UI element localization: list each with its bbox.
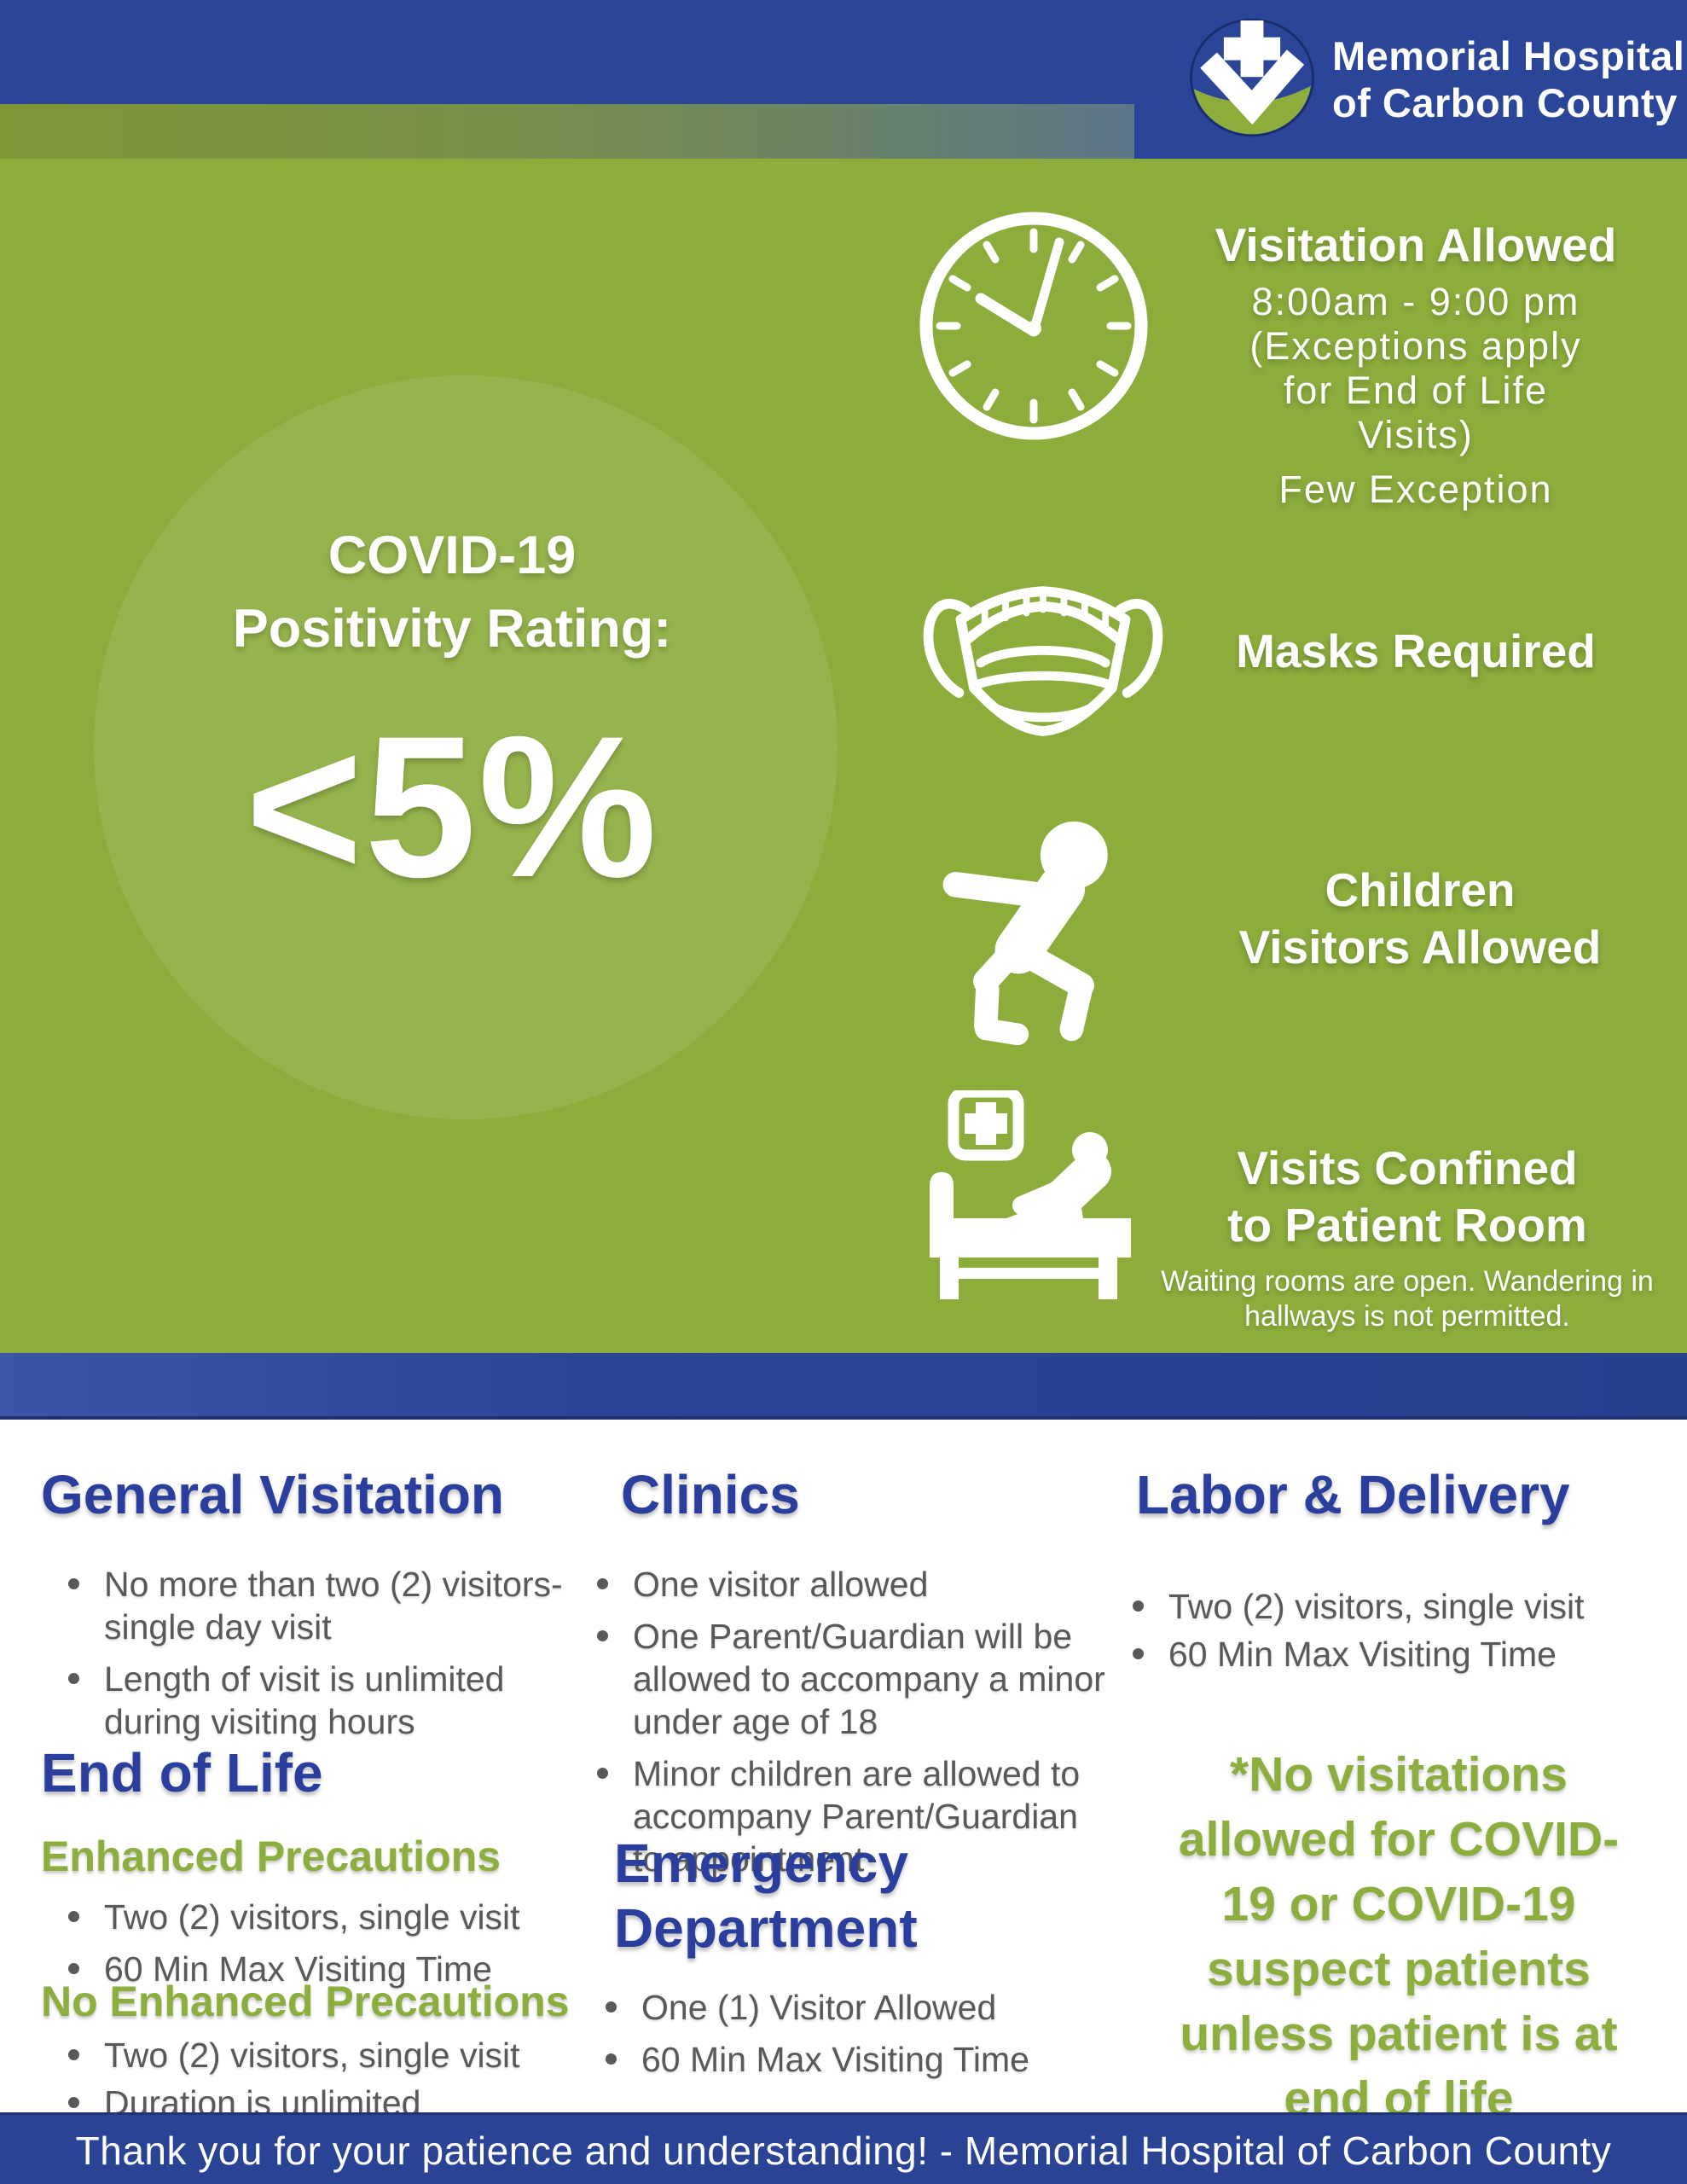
- list-item: 60 Min Max Visiting Time: [60, 1948, 571, 1990]
- list-item: One (1) Visitor Allowed: [597, 1986, 1119, 2029]
- children-visitors-block: Children Visitors Allowed: [1151, 862, 1687, 976]
- visitation-few-exception: Few Exception: [1278, 468, 1553, 511]
- confined-title-line1: Visits Confined: [1237, 1141, 1578, 1194]
- list-item: Length of visit is unlimited during visi…: [60, 1658, 571, 1743]
- logo-block: Memorial Hospital of Carbon County: [1134, 0, 1687, 159]
- visitation-exception-line1: (Exceptions apply: [1249, 324, 1582, 368]
- visitation-exception-line3: Visits): [1358, 413, 1474, 456]
- confined-title-line2: to Patient Room: [1227, 1199, 1587, 1252]
- visitation-title: Visitation Allowed: [1215, 218, 1617, 271]
- emergency-department-list: One (1) Visitor Allowed 60 Min Max Visit…: [597, 1986, 1119, 2090]
- hospital-name: Memorial Hospital of Carbon County: [1332, 32, 1684, 126]
- positivity-label-line1: COVID-19: [328, 526, 577, 585]
- end-of-life-heading: End of Life: [41, 1742, 323, 1804]
- enhanced-precautions-list: Two (2) visitors, single visit 60 Min Ma…: [60, 1896, 571, 2000]
- positivity-label-line2: Positivity Rating:: [232, 599, 672, 659]
- general-visitation-heading: General Visitation: [41, 1464, 504, 1525]
- covid-note-line3: 19 or COVID-19: [1221, 1877, 1576, 1931]
- covid-note-line1: *No visitations: [1230, 1747, 1568, 1802]
- visitation-hours: 8:00am - 9:00 pm: [1251, 280, 1580, 323]
- masks-required-title: Masks Required: [1236, 624, 1596, 677]
- footer-message: Thank you for your patience and understa…: [75, 2129, 1612, 2173]
- labor-delivery-heading: Labor & Delivery: [1136, 1464, 1570, 1525]
- list-item: No more than two (2) visitors- single da…: [60, 1563, 571, 1648]
- visitation-exception-line2: for End of Life: [1283, 369, 1549, 412]
- confined-note: Waiting rooms are open. Wandering in hal…: [1134, 1264, 1680, 1334]
- child-icon: [936, 817, 1131, 1057]
- list-item: Minor children are allowed to accompany …: [588, 1752, 1110, 1880]
- covid-note-line4: suspect patients: [1207, 1942, 1591, 1996]
- positivity-value: <5%: [245, 694, 659, 920]
- covid-note-line5: unless patient is at: [1180, 2007, 1618, 2061]
- list-item: Two (2) visitors, single visit: [60, 2034, 571, 2077]
- emergency-heading-line2: Department: [614, 1897, 918, 1959]
- covid-no-visitation-note: *No visitations allowed for COVID- 19 or…: [1126, 1742, 1672, 2131]
- masks-required-block: Masks Required: [1151, 624, 1680, 677]
- section-divider: [0, 1353, 1687, 1420]
- hospital-name-line1: Memorial Hospital: [1332, 33, 1685, 78]
- children-title-line1: Children: [1325, 863, 1516, 916]
- confined-note-line2: hallways is not permitted.: [1244, 1300, 1570, 1333]
- mask-icon: [906, 565, 1180, 764]
- enhanced-precautions-heading: Enhanced Precautions: [41, 1833, 501, 1880]
- hospital-logo-icon: [1187, 14, 1317, 148]
- general-visitation-list: No more than two (2) visitors- single da…: [60, 1563, 571, 1752]
- patient-bed-icon: [921, 1086, 1136, 1308]
- labor-delivery-list: Two (2) visitors, single visit 60 Min Ma…: [1124, 1585, 1653, 1685]
- clinics-list: One visitor allowed One Parent/Guardian …: [588, 1563, 1110, 1890]
- header-shadow-band: [0, 104, 1134, 159]
- list-item: One Parent/Guardian will be allowed to a…: [588, 1615, 1110, 1743]
- confined-note-line1: Waiting rooms are open. Wandering in: [1161, 1265, 1654, 1298]
- clinics-heading: Clinics: [621, 1464, 800, 1525]
- clock-icon: [914, 206, 1153, 450]
- list-item: Two (2) visitors, single visit: [60, 1896, 571, 1938]
- hospital-name-line2: of Carbon County: [1332, 80, 1678, 125]
- list-item: One visitor allowed: [588, 1563, 1110, 1606]
- highlight-circle: [94, 375, 838, 1119]
- positivity-rating: COVID-19 Positivity Rating: <5%: [154, 519, 751, 908]
- children-title-line2: Visitors Allowed: [1238, 921, 1602, 973]
- list-item: 60 Min Max Visiting Time: [1124, 1633, 1653, 1676]
- emergency-heading-line1: Emergency: [614, 1833, 909, 1894]
- no-enhanced-precautions-heading: No Enhanced Precautions: [41, 1978, 570, 2025]
- visitation-allowed-block: Visitation Allowed 8:00am - 9:00 pm (Exc…: [1151, 218, 1680, 512]
- hero-background: [0, 159, 1687, 1353]
- list-item: Two (2) visitors, single visit: [1124, 1585, 1653, 1628]
- emergency-department-heading: Emergency Department: [614, 1831, 918, 1960]
- covid-note-line2: allowed for COVID-: [1178, 1812, 1620, 1867]
- footer-bar: Thank you for your patience and understa…: [0, 2112, 1687, 2184]
- list-item: 60 Min Max Visiting Time: [597, 2038, 1119, 2081]
- visits-confined-block: Visits Confined to Patient Room: [1134, 1140, 1680, 1254]
